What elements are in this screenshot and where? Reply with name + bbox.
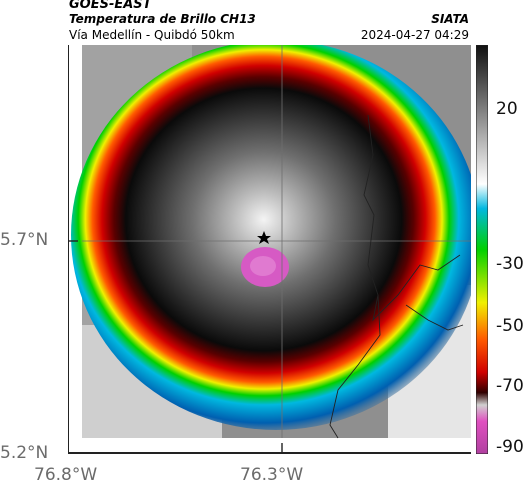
colorbar-tick-20: 20	[496, 99, 518, 119]
colorbar-tick-minus70: -70	[496, 376, 524, 396]
lon-label-76-8: 76.8°W	[34, 465, 98, 485]
colorbar-tick-minus30: -30	[496, 254, 524, 274]
temperature-colorbar	[475, 44, 492, 455]
lat-label-5-7: 5.7°N	[0, 230, 49, 250]
colorbar-tick-minus90: -90	[496, 437, 524, 457]
brand-label: SIATA	[431, 12, 469, 26]
map-route-label: Vía Medellín - Quibdó 50km	[69, 28, 235, 42]
timestamp-label: 2024-04-27 04:29	[360, 28, 469, 42]
satellite-map	[68, 45, 471, 454]
lat-label-5-2: 5.2°N	[0, 443, 49, 463]
map-subtitle: Temperatura de Brillo CH13	[69, 12, 256, 26]
star-icon	[257, 231, 271, 244]
map-title: GOES-EAST	[69, 0, 152, 12]
colorbar-tick-minus50: -50	[496, 316, 524, 336]
lon-label-76-3: 76.3°W	[240, 465, 304, 485]
